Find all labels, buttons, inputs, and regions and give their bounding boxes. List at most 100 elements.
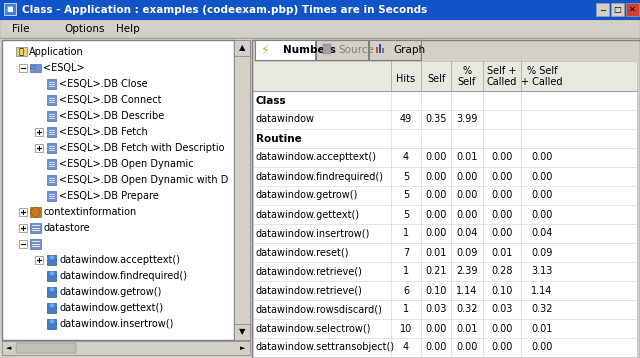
Text: 0.00: 0.00 — [531, 209, 553, 219]
Text: ◄: ◄ — [6, 345, 12, 351]
Bar — [252, 40, 640, 358]
Text: 0.10: 0.10 — [426, 285, 447, 295]
Text: Self: Self — [458, 77, 476, 87]
Text: Options: Options — [64, 24, 104, 34]
Text: ─: ─ — [600, 5, 605, 14]
Text: 0.21: 0.21 — [425, 266, 447, 276]
Text: 0.00: 0.00 — [456, 171, 477, 182]
Text: 0.01: 0.01 — [492, 247, 513, 257]
Text: datawindow.retrieve(): datawindow.retrieve() — [256, 266, 363, 276]
Text: 0.00: 0.00 — [456, 343, 477, 353]
Text: 0.03: 0.03 — [492, 305, 513, 314]
Text: datawindow.findrequired(): datawindow.findrequired() — [59, 271, 187, 281]
Text: datawindow.getrow(): datawindow.getrow() — [256, 190, 358, 200]
Text: 0.35: 0.35 — [425, 115, 447, 125]
Bar — [376, 47, 378, 53]
Bar — [369, 40, 421, 60]
Text: Class: Class — [256, 96, 287, 106]
Text: 0.04: 0.04 — [456, 228, 477, 238]
Text: Self +: Self + — [487, 66, 516, 76]
Bar — [0, 0, 640, 20]
Text: contextinformation: contextinformation — [43, 207, 136, 217]
Text: 0.00: 0.00 — [492, 228, 513, 238]
Bar — [234, 324, 250, 340]
Text: 4: 4 — [403, 153, 409, 163]
Text: 6: 6 — [403, 285, 409, 295]
Bar — [16, 343, 76, 353]
Text: datawindow.selectrow(): datawindow.selectrow() — [256, 324, 371, 334]
Bar — [19, 240, 27, 248]
Text: 0.00: 0.00 — [531, 153, 553, 163]
Text: 0.00: 0.00 — [492, 153, 513, 163]
Text: 1: 1 — [403, 266, 409, 276]
Bar — [253, 61, 637, 91]
Text: 1: 1 — [403, 228, 409, 238]
Bar — [2, 341, 250, 355]
Text: 0.01: 0.01 — [531, 324, 553, 334]
Bar — [316, 40, 368, 60]
Text: <ESQL>.DB Close: <ESQL>.DB Close — [59, 79, 148, 89]
Text: 5: 5 — [403, 171, 409, 182]
Bar — [626, 3, 639, 16]
Bar — [379, 44, 381, 53]
Text: *: * — [49, 255, 54, 265]
Text: 0.01: 0.01 — [426, 247, 447, 257]
Text: 🌳: 🌳 — [19, 48, 24, 57]
Text: 0.00: 0.00 — [492, 209, 513, 219]
Bar — [47, 127, 56, 137]
Text: ⚡: ⚡ — [260, 44, 269, 57]
Text: 0.00: 0.00 — [492, 324, 513, 334]
Text: 4: 4 — [403, 343, 409, 353]
Text: 0.00: 0.00 — [492, 343, 513, 353]
Bar — [47, 95, 56, 105]
Bar — [35, 128, 43, 136]
Bar — [253, 61, 637, 357]
Text: datawindow: datawindow — [43, 239, 102, 249]
Text: 10: 10 — [400, 324, 412, 334]
Text: Hits: Hits — [396, 74, 415, 84]
Text: 0.00: 0.00 — [531, 343, 553, 353]
Text: ▼: ▼ — [239, 328, 245, 337]
Text: 0.09: 0.09 — [531, 247, 553, 257]
Bar — [4, 3, 16, 15]
Text: datawindow: datawindow — [256, 115, 315, 125]
Text: 0.00: 0.00 — [426, 153, 447, 163]
Bar — [47, 303, 56, 313]
Text: 0.00: 0.00 — [426, 324, 447, 334]
Text: 0.00: 0.00 — [426, 209, 447, 219]
Text: <ESQL>.DB Open Dynamic with D: <ESQL>.DB Open Dynamic with D — [59, 175, 228, 185]
Text: Help: Help — [116, 24, 140, 34]
Bar — [47, 255, 56, 265]
Text: Class - Application : examples (codeexam.pbp) Times are in Seconds: Class - Application : examples (codeexam… — [22, 5, 428, 15]
Text: 1.14: 1.14 — [456, 285, 477, 295]
Text: □: □ — [614, 5, 621, 14]
Text: 0.00: 0.00 — [456, 209, 477, 219]
Text: Numbers: Numbers — [283, 45, 336, 55]
Text: 0.01: 0.01 — [456, 324, 477, 334]
Text: ►: ► — [240, 345, 246, 351]
Text: *: * — [49, 287, 54, 297]
Bar — [16, 47, 27, 56]
Bar — [30, 223, 41, 233]
Bar — [611, 3, 624, 16]
Text: datawindow.insertrow(): datawindow.insertrow() — [256, 228, 371, 238]
Bar — [2, 40, 234, 340]
Bar — [30, 64, 41, 72]
Text: datawindow.accepttext(): datawindow.accepttext() — [256, 153, 377, 163]
Text: % Self: % Self — [527, 66, 557, 76]
Bar — [47, 191, 56, 201]
Text: <ESQL>.DB Fetch with Descriptio: <ESQL>.DB Fetch with Descriptio — [59, 143, 225, 153]
Text: ▲: ▲ — [239, 44, 245, 53]
Bar — [234, 40, 250, 340]
Text: 0.00: 0.00 — [426, 228, 447, 238]
Bar — [47, 79, 56, 89]
Text: *: * — [49, 319, 54, 329]
Text: + Called: + Called — [521, 77, 563, 87]
Text: 1.14: 1.14 — [531, 285, 553, 295]
Bar — [47, 111, 56, 121]
Text: 0.03: 0.03 — [426, 305, 447, 314]
Text: 3.99: 3.99 — [456, 115, 477, 125]
Text: <ESQL>.DB Prepare: <ESQL>.DB Prepare — [59, 191, 159, 201]
Text: Application: Application — [29, 47, 84, 57]
Bar — [323, 44, 331, 54]
